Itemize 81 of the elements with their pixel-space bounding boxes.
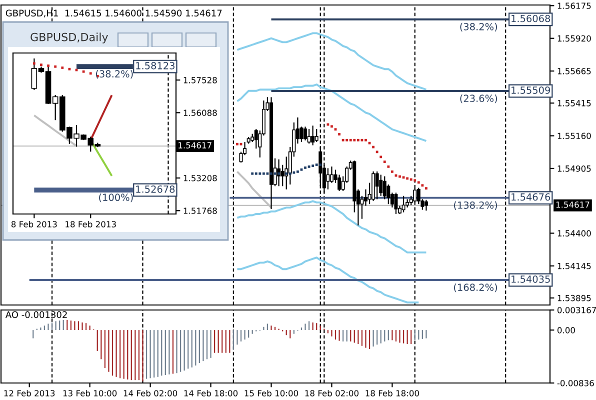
series-label: 1.58123 — [136, 62, 174, 70]
chart-title: AO -0.001302 — [5, 311, 67, 318]
annotation: (100%) — [99, 193, 133, 202]
y-tick-label: 1.56088 — [184, 110, 217, 116]
y-tick-label: -0.00836 — [557, 380, 594, 386]
y-tick-label: 1.55160 — [558, 132, 591, 140]
x-tick-label: 18 Feb 2013 — [66, 220, 116, 228]
point — [258, 172, 262, 175]
x-tick-label: 18 Feb 18:00 — [366, 390, 419, 396]
candlestick — [375, 170, 379, 200]
line-series — [236, 256, 420, 304]
point — [417, 181, 420, 184]
y-tick-label: 1.53208 — [184, 174, 217, 182]
y-tick-label: 1.54905 — [558, 165, 591, 172]
annotation: (38.2%) — [460, 22, 498, 32]
candlestick — [402, 195, 406, 213]
point — [349, 138, 352, 142]
annotation: (138.2%) — [454, 201, 498, 210]
candlestick — [307, 128, 311, 144]
point — [376, 150, 378, 154]
annotation: (23.6%) — [460, 94, 498, 104]
y-tick-label: 1.55665 — [558, 68, 591, 74]
chart-title: GBPUSD,Daily — [30, 32, 108, 44]
chart-title: GBPUSD,H1 1.54615 1.54600 1.54590 1.54617 — [6, 10, 222, 18]
series-label: 1.54035 — [512, 275, 550, 283]
x-tick-label: 12 Feb 2013 — [4, 390, 55, 396]
ref-line-label: 1.54617 — [178, 142, 212, 148]
x-tick-label: 15 Feb 10:00 — [244, 390, 298, 396]
y-tick-label: 1.55920 — [558, 35, 591, 42]
candlestick — [394, 192, 398, 215]
candlestick — [326, 168, 330, 190]
candlestick — [330, 166, 334, 184]
point — [346, 138, 348, 142]
candlestick — [311, 125, 315, 146]
candlestick — [379, 174, 383, 196]
point — [372, 146, 375, 148]
y-tick-label: 0.00 — [557, 327, 575, 334]
point — [380, 156, 382, 158]
point — [54, 65, 57, 68]
line-series — [236, 32, 428, 91]
x-tick-label: 14 Feb 02:00 — [124, 390, 178, 396]
y-tick-label: 1.51768 — [184, 208, 217, 214]
y-tick-label: 1.54145 — [558, 262, 591, 270]
line-series — [236, 84, 428, 142]
annotation: (38.2%) — [96, 70, 133, 79]
point — [82, 70, 85, 73]
point — [89, 72, 92, 75]
y-tick-label: 1.54400 — [558, 230, 591, 236]
series-label: 1.55509 — [512, 86, 550, 94]
y-tick-label: 1.56175 — [558, 2, 591, 9]
point — [251, 172, 254, 175]
annotation: (168.2%) — [454, 283, 498, 292]
point — [356, 138, 360, 142]
series-label: 1.54676 — [512, 193, 550, 201]
point — [342, 138, 344, 142]
y-tick-label: 1.53895 — [558, 294, 591, 302]
x-tick-label: 13 Feb 10:00 — [63, 390, 117, 396]
series-label: 1.56068 — [512, 14, 550, 22]
y-tick-label: 1.55415 — [558, 100, 591, 106]
ref-line-label: 1.54617 — [556, 202, 590, 208]
series-label: 1.52678 — [136, 185, 175, 193]
point — [390, 170, 394, 173]
x-tick-label: 14 Feb 18:00 — [184, 390, 238, 396]
candlestick — [382, 176, 386, 200]
candlestick — [424, 199, 428, 212]
y-tick-label: 0.003167 — [557, 306, 596, 314]
x-tick-label: 8 Feb 2013 — [11, 220, 57, 228]
point — [387, 165, 390, 168]
y-tick-label: 1.57528 — [184, 77, 217, 84]
point — [421, 184, 424, 187]
point — [254, 172, 258, 175]
point — [353, 138, 356, 142]
point — [288, 172, 292, 175]
point — [32, 62, 36, 65]
candlestick — [304, 126, 308, 141]
point — [68, 68, 71, 70]
point — [292, 171, 296, 174]
candlestick — [280, 164, 284, 187]
line-series — [236, 200, 428, 254]
point — [262, 172, 265, 175]
x-tick-label: 18 Feb 02:00 — [305, 390, 359, 396]
